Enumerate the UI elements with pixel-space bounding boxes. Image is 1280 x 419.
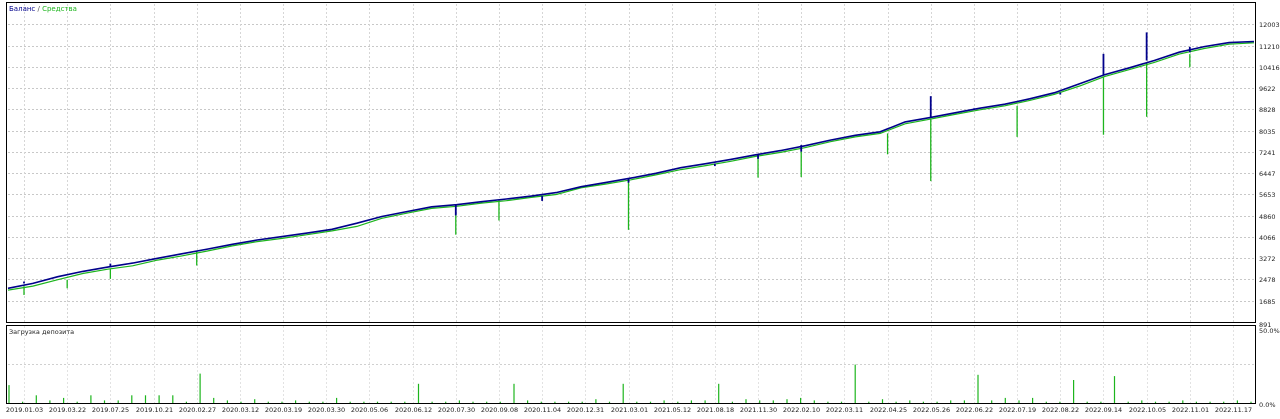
balance-panel-frame bbox=[6, 2, 1256, 323]
y-tick-label: 3272 bbox=[1259, 255, 1276, 263]
x-tick-label: 2022.03.11 bbox=[826, 406, 863, 414]
y-tick-label: 4066 bbox=[1259, 234, 1276, 242]
x-tick-label: 2021.08.18 bbox=[697, 406, 734, 414]
x-tick-label: 2022.04.25 bbox=[870, 406, 907, 414]
x-tick-label: 2022.08.22 bbox=[1042, 406, 1079, 414]
x-tick-label: 2020.03.19 bbox=[265, 406, 302, 414]
x-tick-label: 2020.06.12 bbox=[395, 406, 432, 414]
axis-labels: 891 1685 2478 3272 4066 4860 5653 6447 7241 8035 8… bbox=[6, 21, 1280, 414]
x-tick-label: 2019.07.25 bbox=[92, 406, 129, 414]
chart-legend: Баланс / Средства bbox=[9, 5, 77, 13]
legend-separator: / bbox=[35, 5, 42, 13]
load-y-tick-label: 0.0% bbox=[1259, 401, 1276, 409]
legend-equity-label: Средства bbox=[42, 5, 77, 13]
y-tick-label: 8828 bbox=[1259, 106, 1276, 114]
x-tick-label: 2022.05.26 bbox=[913, 406, 950, 414]
x-tick-label: 2022.09.14 bbox=[1085, 406, 1122, 414]
y-tick-label: 2478 bbox=[1259, 276, 1276, 284]
x-tick-label: 2021.05.12 bbox=[654, 406, 691, 414]
y-tick-label: 12003 bbox=[1259, 21, 1280, 29]
x-tick-label: 2020.11.04 bbox=[524, 406, 561, 414]
y-tick-label: 891 bbox=[1259, 321, 1271, 329]
x-tick-label: 2019.01.03 bbox=[6, 406, 43, 414]
grid-lines bbox=[8, 4, 1255, 403]
x-tick-label: 2021.03.01 bbox=[611, 406, 648, 414]
x-tick-label: 2020.05.06 bbox=[351, 406, 388, 414]
x-tick-label: 2022.10.05 bbox=[1129, 406, 1166, 414]
x-tick-label: 2022.06.22 bbox=[956, 406, 993, 414]
y-tick-label: 10416 bbox=[1259, 64, 1280, 72]
x-tick-label: 2020.03.30 bbox=[308, 406, 345, 414]
y-tick-label: 1685 bbox=[1259, 298, 1276, 306]
x-tick-label: 2022.11.01 bbox=[1172, 406, 1209, 414]
x-tick-label: 2020.02.27 bbox=[179, 406, 216, 414]
x-tick-label: 2022.11.17 bbox=[1215, 406, 1252, 414]
x-tick-label: 2020.12.31 bbox=[567, 406, 604, 414]
y-tick-label: 8035 bbox=[1259, 128, 1276, 136]
equity-line bbox=[7, 42, 1255, 291]
balance-line bbox=[7, 40, 1255, 290]
deposit-load-panel-frame bbox=[6, 325, 1256, 404]
x-tick-label: 2019.10.21 bbox=[136, 406, 173, 414]
x-tick-label: 2020.07.30 bbox=[438, 406, 475, 414]
y-tick-label: 7241 bbox=[1259, 149, 1276, 157]
y-tick-label: 6447 bbox=[1259, 170, 1276, 178]
plot-area bbox=[7, 32, 1255, 403]
x-tick-label: 2022.02.10 bbox=[783, 406, 820, 414]
x-tick-label: 2019.03.22 bbox=[49, 406, 86, 414]
y-tick-label: 9622 bbox=[1259, 85, 1276, 93]
x-tick-label: 2022.07.19 bbox=[999, 406, 1036, 414]
load-y-tick-label: 50.0% bbox=[1259, 327, 1280, 335]
y-tick-label: 5653 bbox=[1259, 191, 1276, 199]
y-tick-label: 4860 bbox=[1259, 213, 1276, 221]
y-tick-label: 11210 bbox=[1259, 43, 1280, 51]
x-tick-label: 2020.09.08 bbox=[481, 406, 518, 414]
deposit-load-title: Загрузка депозита bbox=[9, 328, 74, 336]
legend-balance-label: Баланс bbox=[9, 5, 35, 13]
x-tick-label: 2020.03.12 bbox=[222, 406, 259, 414]
x-tick-label: 2021.11.30 bbox=[740, 406, 777, 414]
